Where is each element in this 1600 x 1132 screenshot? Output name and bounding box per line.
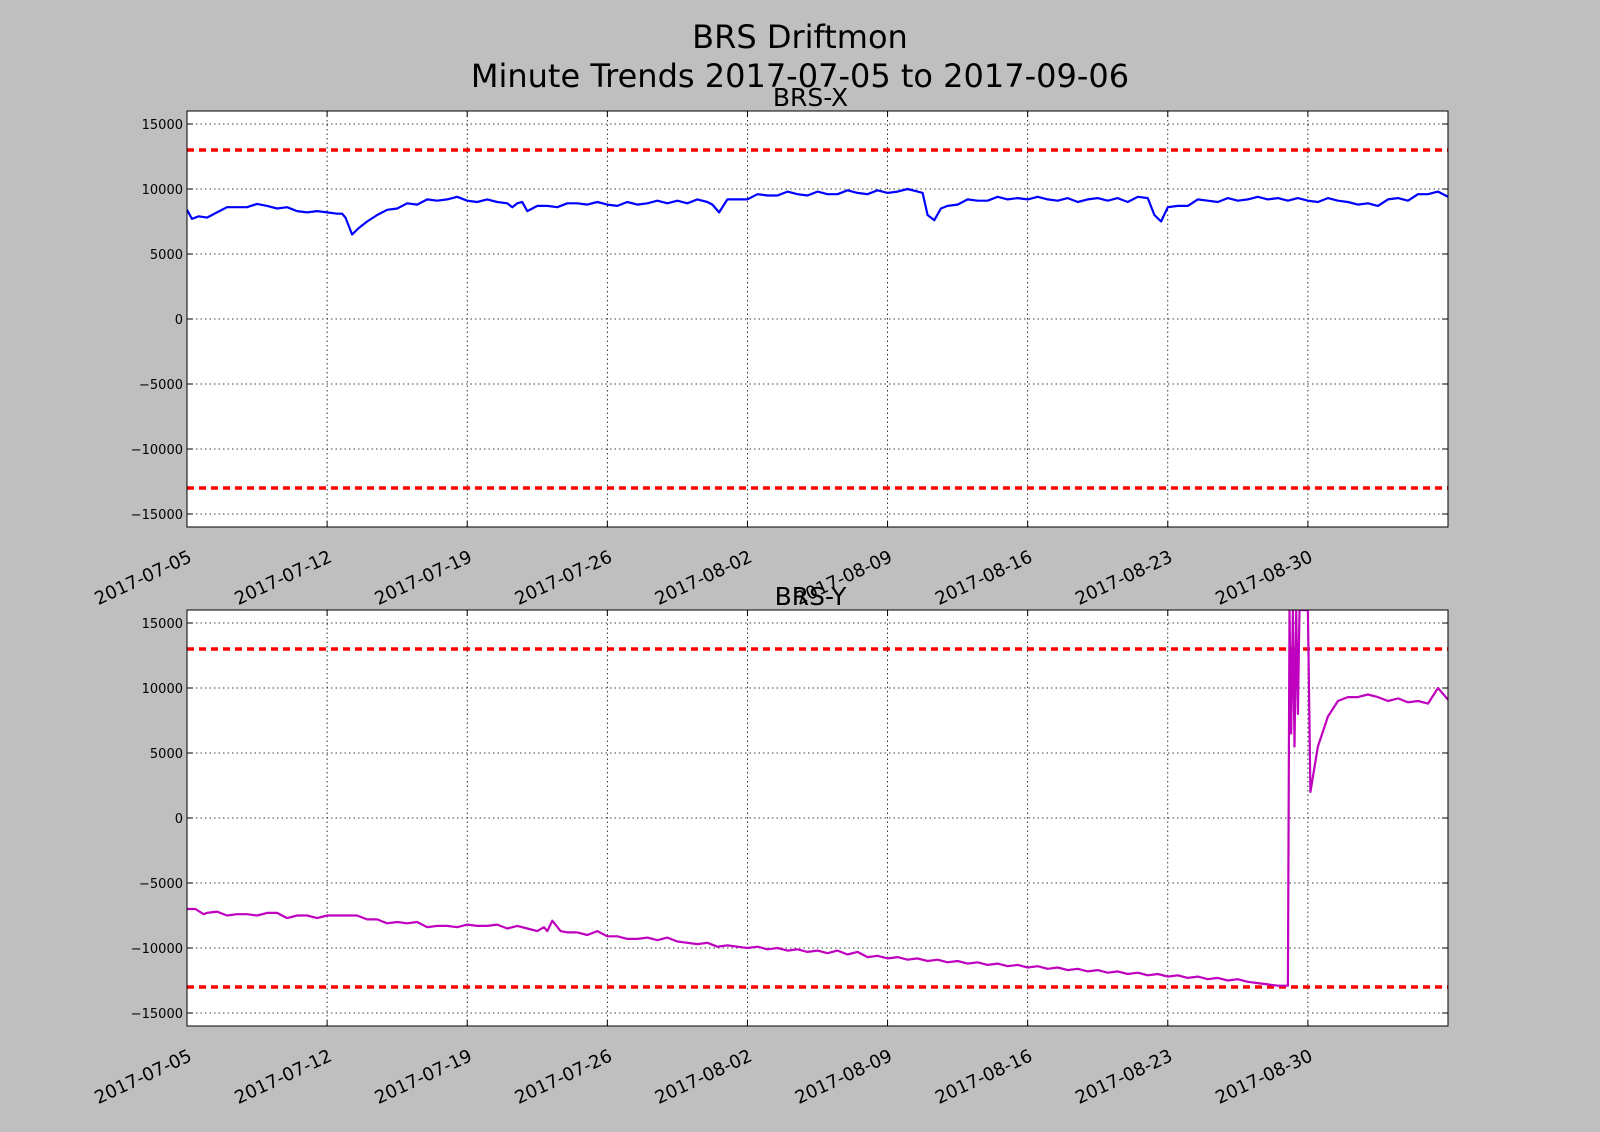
x-tick-label: 2017-08-30 — [1212, 1045, 1316, 1108]
x-tick-label: 2017-08-23 — [1072, 1045, 1176, 1108]
y-tick-label: 10000 — [142, 682, 183, 697]
x-tick-label: 2017-07-19 — [372, 546, 476, 609]
y-tick-label: 15000 — [142, 617, 183, 632]
x-tick-label: 2017-08-09 — [792, 1045, 896, 1108]
x-tick-label: 2017-07-05 — [91, 546, 195, 609]
y-tick-label: 15000 — [142, 118, 183, 133]
x-tick-label: 2017-08-02 — [652, 546, 756, 609]
plot-frame — [186, 110, 1449, 528]
y-tick-label: 5000 — [150, 747, 183, 762]
y-tick-label: −5000 — [139, 378, 183, 393]
x-tick-label: 2017-07-12 — [232, 546, 336, 609]
y-tick-label: 0 — [175, 812, 183, 827]
x-tick-label: 2017-07-26 — [512, 1045, 616, 1108]
x-tick-label: 2017-08-23 — [1072, 546, 1176, 609]
y-tick-label: −15000 — [131, 508, 183, 523]
axes-title: BRS-X — [773, 83, 848, 112]
x-tick-label: 2017-07-05 — [91, 1045, 195, 1108]
y-tick-label: 10000 — [142, 183, 183, 198]
x-tick-label: 2017-08-02 — [652, 1045, 756, 1108]
x-tick-label: 2017-07-12 — [232, 1045, 336, 1108]
y-tick-label: 5000 — [150, 248, 183, 263]
x-tick-label: 2017-08-16 — [932, 546, 1036, 609]
y-tick-label: 0 — [175, 313, 183, 328]
x-tick-label: 2017-07-26 — [512, 546, 616, 609]
axes-title: BRS-Y — [775, 582, 847, 611]
y-tick-label: −10000 — [131, 443, 183, 458]
plot-frame — [186, 609, 1449, 1027]
figure-title-line2: Minute Trends 2017-07-05 to 2017-09-06 — [471, 57, 1129, 95]
x-tick-label: 2017-08-16 — [932, 1045, 1036, 1108]
y-tick-label: −10000 — [131, 942, 183, 957]
figure-title-line1: BRS Driftmon — [692, 18, 908, 56]
y-tick-label: −15000 — [131, 1007, 183, 1022]
y-tick-label: −5000 — [139, 877, 183, 892]
brs-y-chart: 15000 10000 5000 0 −5000 −10000 −15000 2017-07-… — [91, 582, 1449, 1109]
brs-x-chart: 15000 10000 5000 0 −5000 −10000 −15000 2017-07-… — [91, 83, 1449, 610]
x-tick-label: 2017-07-19 — [372, 1045, 476, 1108]
series-line — [187, 187, 1448, 236]
x-tick-label: 2017-08-30 — [1212, 546, 1316, 609]
series-line — [187, 610, 1448, 987]
